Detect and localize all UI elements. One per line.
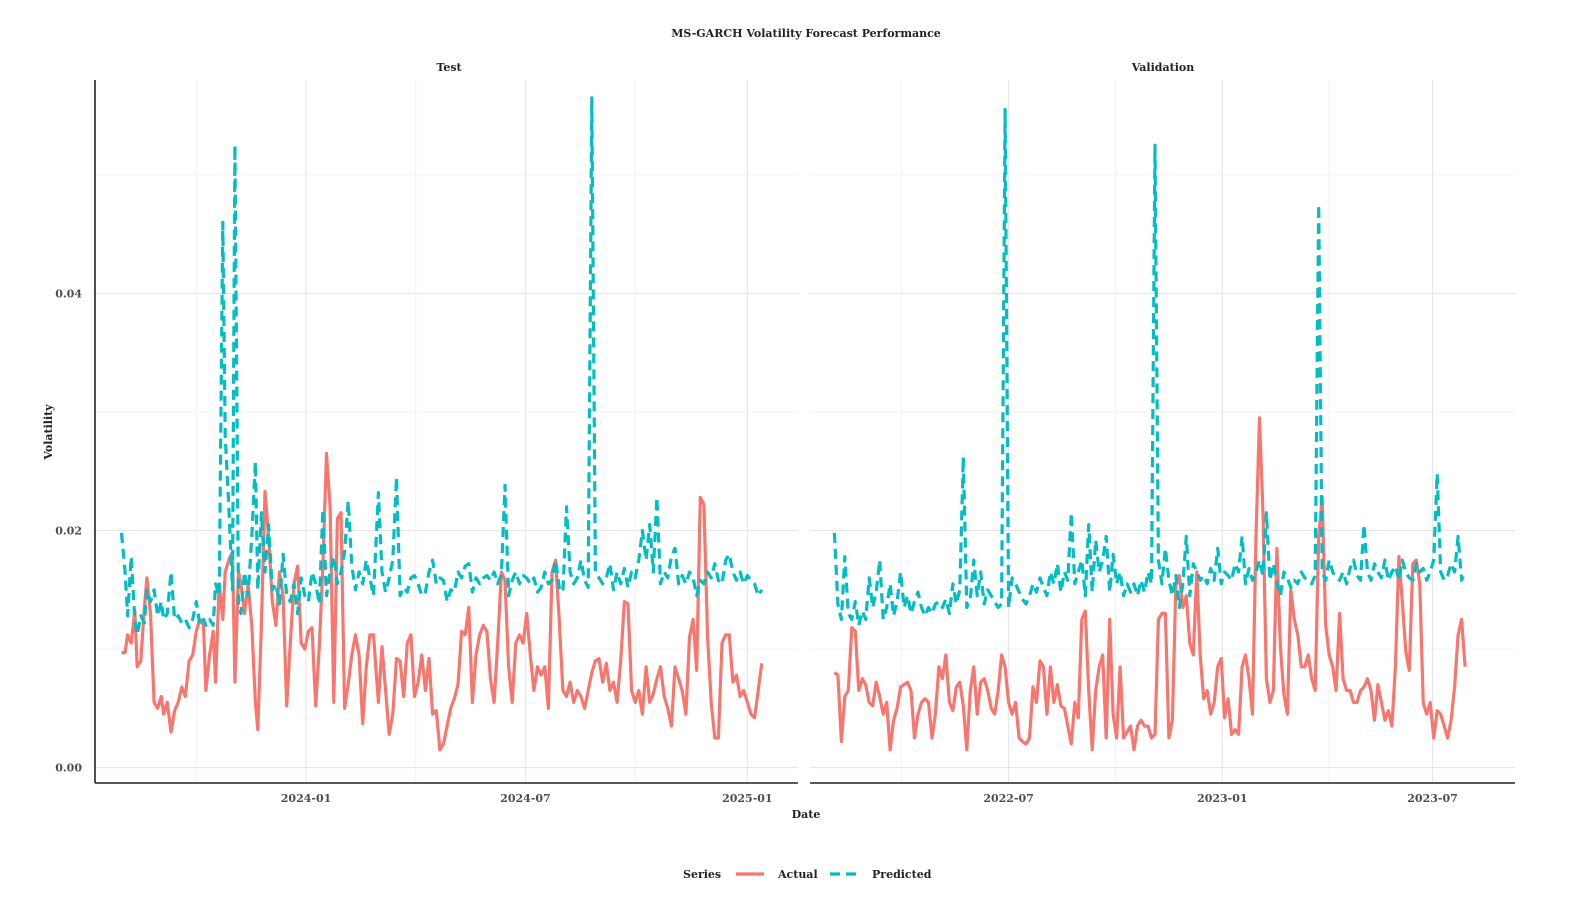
x-tick-label: 2024-01 [281,792,332,805]
series-line-actual [121,451,764,752]
chart-title: MS-GARCH Volatility Forecast Performance [671,27,941,40]
y-tick-label: 0.00 [55,762,82,775]
x-axis-label: Date [792,808,821,821]
x-tick-label: 2022-07 [983,792,1034,805]
series-line-predicted [119,96,764,637]
panel-strip-test: Test [436,61,462,74]
y-tick-label: 0.02 [55,524,82,537]
panel-strip-validation: Validation [1131,61,1194,74]
x-tick-label: 2023-01 [1197,792,1248,805]
legend-label-actual: Actual [777,868,818,881]
y-tick-labels: 0.00 0.02 0.04 [55,287,82,774]
legend: Series Actual Predicted [683,868,932,881]
series-line-actual [833,416,1467,752]
series-line-predicted [832,108,1467,627]
x-tick-label: 2024-07 [500,792,551,805]
y-axis-label: Volatility [42,404,55,461]
panel-validation: Validation 2022-07 2023-01 2023-07 [810,61,1515,805]
legend-label-predicted: Predicted [872,868,932,881]
panel-test: Test 2024-01 2024-07 2025-01 [94,61,798,805]
y-tick-label: 0.04 [55,287,82,300]
x-tick-label: 2025-01 [722,792,773,805]
x-tick-label: 2023-07 [1407,792,1458,805]
legend-title: Series [683,868,721,881]
